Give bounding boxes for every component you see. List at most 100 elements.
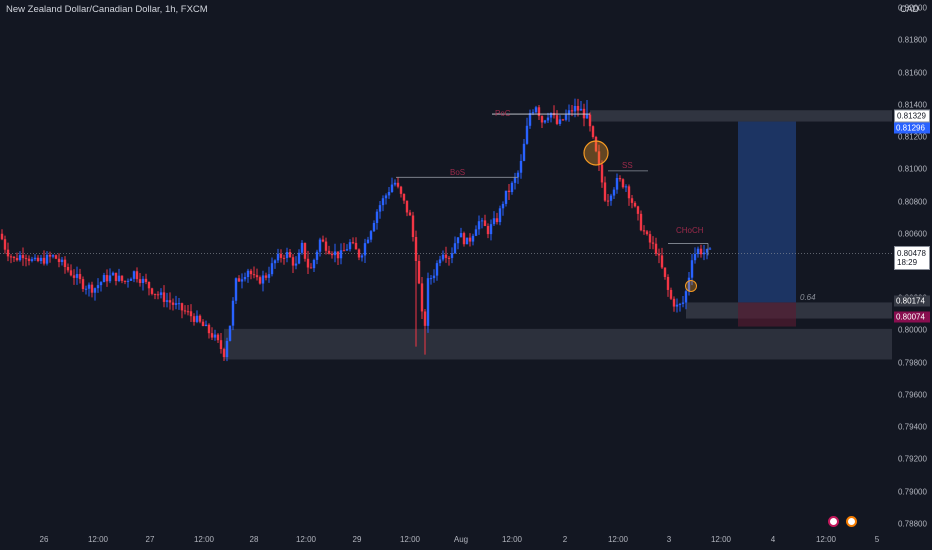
candle-body	[270, 263, 274, 275]
candle-body	[108, 275, 112, 282]
candle-body	[435, 263, 439, 276]
candle-body	[540, 116, 544, 123]
time-tick: 12:00	[399, 535, 421, 544]
price-tick: 0.79000	[898, 487, 927, 497]
candle-body	[678, 303, 682, 305]
candle-body	[504, 190, 508, 204]
canada-flag-icon[interactable]	[828, 516, 839, 527]
candle-body	[414, 237, 418, 262]
candle-body	[651, 242, 655, 244]
candle-body	[72, 275, 76, 278]
candle-body	[0, 233, 4, 240]
candle-body	[303, 242, 307, 259]
price-tick: 0.82000	[898, 3, 927, 13]
candle-body	[579, 108, 583, 111]
candle-body	[408, 212, 412, 216]
candle-body	[369, 231, 373, 240]
candle-body	[492, 218, 496, 225]
candle-body	[639, 213, 643, 231]
price-axis[interactable]: CAD 0.82000 0.81800 0.81600 0.81400 0.81200 0…	[892, 0, 932, 532]
candle-body	[708, 248, 712, 250]
candle-body	[606, 200, 610, 202]
candle-body	[117, 275, 121, 282]
candle-body	[318, 239, 322, 252]
candle-body	[612, 189, 616, 196]
candle-body	[198, 315, 202, 322]
candle-body	[138, 279, 142, 284]
entry-price-label: 0.81296	[894, 122, 930, 134]
candle-body	[261, 275, 265, 284]
candle-body	[165, 300, 169, 302]
candle-body	[459, 233, 463, 238]
candle-body	[249, 270, 253, 275]
candle-body	[81, 279, 85, 289]
candle-body	[348, 242, 352, 250]
candle-body	[366, 239, 370, 244]
price-tick: 0.79800	[898, 358, 927, 368]
candle-body	[702, 252, 706, 255]
candle-body	[522, 143, 526, 161]
candle-body	[69, 270, 73, 276]
candle-body	[90, 284, 94, 293]
candle-body	[252, 274, 256, 276]
candle-body	[630, 198, 634, 203]
candle-body	[681, 302, 685, 304]
candle-body	[150, 288, 154, 294]
candle-body	[45, 254, 49, 264]
candle-body	[399, 186, 403, 194]
price-tick: 0.79400	[898, 422, 927, 432]
candle-body	[66, 267, 70, 271]
alert-icon[interactable]	[846, 516, 857, 527]
candle-body	[93, 288, 97, 293]
candle-body	[75, 274, 79, 278]
candle-body	[375, 211, 379, 223]
candle-body	[441, 254, 445, 260]
candle-body	[396, 182, 400, 187]
candle-body	[9, 256, 13, 258]
price-tick: 0.80000	[898, 325, 927, 335]
candle-body	[576, 105, 580, 111]
candle-body	[447, 257, 451, 259]
time-axis[interactable]: 26 12:00 27 12:00 28 12:00 29 12:00 Aug 12:00 2 12:…	[0, 532, 892, 550]
candle-body	[201, 321, 205, 327]
poc-label: PoC	[495, 109, 511, 118]
candle-body	[633, 202, 637, 207]
candle-body	[129, 278, 133, 281]
candle-body	[411, 215, 415, 238]
candlestick-series	[0, 98, 712, 362]
candle-body	[48, 254, 52, 257]
candle-body	[36, 257, 40, 262]
candle-body	[585, 114, 589, 119]
currency-label: CAD	[900, 4, 920, 14]
candle-body	[174, 303, 178, 305]
candle-body	[54, 255, 58, 259]
candle-body	[12, 256, 16, 259]
candle-body	[690, 260, 694, 278]
candle-body	[372, 222, 376, 232]
candle-body	[642, 230, 646, 232]
price-chart[interactable]	[0, 0, 892, 532]
candle-body	[417, 261, 421, 284]
symbol-title[interactable]: New Zealand Dollar/Canadian Dollar, 1h, …	[6, 4, 208, 15]
candle-body	[675, 304, 679, 307]
candle-body	[216, 334, 220, 341]
candle-body	[300, 242, 304, 253]
candle-body	[186, 311, 190, 313]
candle-body	[291, 257, 295, 266]
candle-body	[621, 179, 625, 188]
time-tick: 12:00	[87, 535, 109, 544]
candle-body	[189, 311, 193, 317]
ss-label: SS	[622, 161, 633, 170]
candle-body	[669, 289, 673, 299]
candle-body	[480, 220, 484, 222]
candle-body	[228, 325, 232, 341]
candle-body	[288, 252, 292, 258]
candle-body	[474, 229, 478, 236]
candle-body	[501, 203, 505, 209]
candle-body	[315, 251, 319, 260]
candle-body	[243, 277, 247, 280]
candle-body	[132, 271, 136, 279]
candle-body	[180, 303, 184, 311]
current-price: 0.80478	[897, 249, 926, 258]
candle-body	[15, 258, 19, 261]
